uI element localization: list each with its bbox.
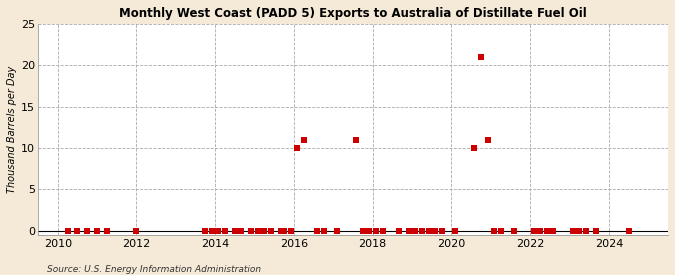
Point: [279, 228, 290, 233]
Point: [404, 228, 414, 233]
Point: [318, 228, 329, 233]
Point: [574, 228, 585, 233]
Point: [430, 228, 441, 233]
Point: [92, 228, 103, 233]
Point: [528, 228, 539, 233]
Point: [312, 228, 323, 233]
Point: [580, 228, 591, 233]
Point: [548, 228, 559, 233]
Point: [508, 228, 519, 233]
Y-axis label: Thousand Barrels per Day: Thousand Barrels per Day: [7, 66, 17, 193]
Point: [82, 228, 92, 233]
Point: [351, 138, 362, 142]
Point: [377, 228, 388, 233]
Point: [286, 228, 296, 233]
Point: [72, 228, 83, 233]
Point: [394, 228, 404, 233]
Text: Source: U.S. Energy Information Administration: Source: U.S. Energy Information Administ…: [47, 265, 261, 274]
Point: [331, 228, 342, 233]
Point: [236, 228, 247, 233]
Point: [623, 228, 634, 233]
Point: [568, 228, 578, 233]
Point: [358, 228, 369, 233]
Point: [200, 228, 211, 233]
Point: [259, 228, 270, 233]
Point: [469, 146, 480, 150]
Point: [364, 228, 375, 233]
Point: [275, 228, 286, 233]
Point: [489, 228, 500, 233]
Point: [410, 228, 421, 233]
Point: [292, 146, 302, 150]
Point: [423, 228, 434, 233]
Point: [535, 228, 545, 233]
Point: [62, 228, 73, 233]
Point: [450, 228, 460, 233]
Point: [436, 228, 447, 233]
Point: [371, 228, 381, 233]
Point: [131, 228, 142, 233]
Point: [219, 228, 230, 233]
Point: [591, 228, 601, 233]
Point: [495, 228, 506, 233]
Point: [416, 228, 427, 233]
Point: [482, 138, 493, 142]
Point: [298, 138, 309, 142]
Point: [246, 228, 256, 233]
Title: Monthly West Coast (PADD 5) Exports to Australia of Distillate Fuel Oil: Monthly West Coast (PADD 5) Exports to A…: [119, 7, 587, 20]
Point: [265, 228, 276, 233]
Point: [207, 228, 217, 233]
Point: [252, 228, 263, 233]
Point: [476, 55, 487, 59]
Point: [213, 228, 224, 233]
Point: [541, 228, 552, 233]
Point: [230, 228, 240, 233]
Point: [101, 228, 112, 233]
